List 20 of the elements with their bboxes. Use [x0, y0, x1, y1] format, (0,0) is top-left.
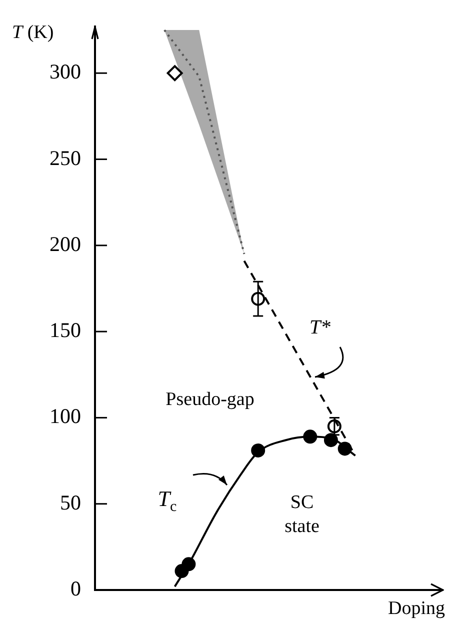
y-tick-label: 200: [50, 232, 81, 256]
y-tick-label: 150: [50, 318, 81, 342]
point: [251, 443, 266, 458]
annotation: Pseudo-gap: [166, 388, 254, 410]
point: [166, 65, 183, 82]
point: [338, 442, 352, 456]
point: [327, 419, 342, 434]
y-tick-label: 300: [50, 60, 81, 84]
point: [182, 557, 196, 572]
point: [251, 292, 266, 306]
annotation: SC state: [284, 492, 320, 537]
y-tick-label: 250: [50, 146, 81, 170]
x-axis-title: Doping: [388, 598, 446, 619]
point: [324, 433, 338, 448]
annotation: T*: [309, 316, 331, 338]
y-tick-label: 0: [70, 576, 81, 601]
point: [303, 430, 318, 444]
y-tick-label: 100: [50, 404, 81, 428]
y-tick-label: 50: [60, 490, 81, 514]
y-axis-title: T (K): [12, 22, 54, 43]
